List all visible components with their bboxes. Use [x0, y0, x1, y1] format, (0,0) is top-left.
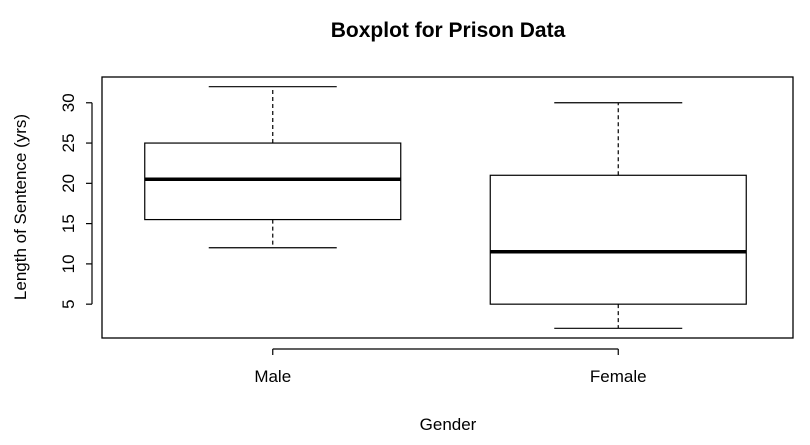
- iqr-box: [144, 142, 402, 221]
- y-tick-label: 15: [59, 214, 78, 233]
- y-tick-label: 10: [59, 254, 78, 273]
- box-male: [144, 86, 402, 249]
- y-axis: 5 10 15 20 25 30: [59, 93, 93, 309]
- boxes: [144, 86, 747, 329]
- x-axis-label: Gender: [420, 415, 477, 434]
- y-tick-label: 25: [59, 134, 78, 153]
- plot-frame: [101, 76, 794, 339]
- iqr-box: [489, 174, 747, 305]
- y-tick-label: 20: [59, 174, 78, 193]
- box-female: [489, 102, 747, 329]
- chart-title: Boxplot for Prison Data: [331, 19, 566, 42]
- y-tick-label: 5: [59, 299, 78, 308]
- y-tick-label: 30: [59, 93, 78, 112]
- x-tick-label: Male: [254, 367, 291, 386]
- y-axis-label: Length of Sentence (yrs): [11, 114, 30, 300]
- x-axis: Male Female: [254, 348, 647, 386]
- x-tick-label: Female: [590, 367, 647, 386]
